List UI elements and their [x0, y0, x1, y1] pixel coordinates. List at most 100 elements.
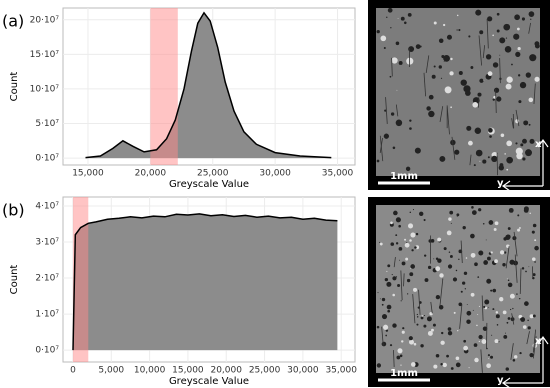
- pore: [414, 147, 421, 154]
- pore: [392, 276, 397, 281]
- pore: [401, 330, 405, 334]
- pore: [402, 327, 405, 330]
- x-tick-label: 35,000: [322, 169, 354, 179]
- pore: [386, 281, 392, 287]
- pore: [527, 319, 529, 322]
- pore: [406, 278, 411, 283]
- fibre: [418, 289, 421, 315]
- pore: [492, 288, 497, 293]
- pore: [440, 363, 443, 366]
- pore: [423, 324, 427, 328]
- pore: [383, 46, 386, 50]
- axis-arrows: [501, 138, 549, 192]
- pore: [500, 133, 505, 138]
- pore: [520, 143, 524, 147]
- pore: [390, 242, 395, 246]
- fibre: [519, 268, 522, 294]
- fibre: [412, 294, 416, 324]
- pore: [428, 110, 435, 118]
- pore: [490, 289, 493, 292]
- pore: [477, 92, 482, 97]
- x-tick-label: 30,000: [287, 366, 319, 376]
- pore: [491, 155, 498, 163]
- pore: [474, 262, 478, 267]
- y-tick-label: 0·10⁷: [35, 346, 59, 356]
- pore: [518, 74, 521, 77]
- pore: [496, 324, 499, 326]
- fibre: [481, 295, 484, 321]
- pore: [473, 343, 478, 347]
- x-tick-label: 25,000: [249, 366, 281, 376]
- pore: [499, 54, 501, 56]
- pore: [448, 251, 451, 253]
- pore: [426, 316, 432, 322]
- pore: [534, 41, 540, 47]
- pore: [465, 257, 468, 259]
- pore: [495, 311, 499, 314]
- fibre: [385, 97, 388, 124]
- pore: [379, 298, 381, 300]
- pore: [424, 254, 427, 257]
- fibre: [393, 256, 396, 268]
- pore: [506, 168, 509, 171]
- fibre: [439, 278, 444, 307]
- fibre: [446, 105, 450, 135]
- pore: [462, 281, 466, 285]
- fibre: [505, 246, 510, 269]
- pore: [397, 348, 403, 354]
- pore: [432, 323, 436, 327]
- pore: [397, 283, 401, 287]
- x-tick-label: 20,000: [135, 169, 167, 179]
- pore: [396, 89, 398, 91]
- fibre: [423, 72, 427, 97]
- highlight-band: [72, 197, 89, 362]
- pore: [437, 258, 442, 263]
- pore: [441, 54, 445, 59]
- x-tick-label: 30,000: [259, 169, 291, 179]
- pore: [507, 279, 510, 281]
- pore: [449, 210, 454, 215]
- pore: [466, 125, 472, 131]
- pore: [420, 344, 424, 348]
- pore: [514, 14, 520, 21]
- pore: [433, 65, 436, 68]
- pore: [515, 147, 523, 155]
- y-tick-label: 1·10⁷: [35, 310, 59, 320]
- pore: [483, 305, 486, 309]
- pore: [487, 156, 490, 159]
- pore: [525, 270, 527, 273]
- pore: [433, 21, 437, 25]
- pore: [449, 255, 453, 258]
- pore: [450, 57, 453, 61]
- pore: [427, 330, 433, 336]
- pore: [468, 140, 473, 146]
- pore: [493, 228, 497, 231]
- pore: [475, 9, 482, 16]
- x-axis-mark: x: [535, 139, 542, 150]
- pore: [410, 264, 416, 269]
- pore: [478, 340, 480, 343]
- pore: [463, 85, 471, 93]
- pore: [505, 234, 511, 240]
- pore: [498, 341, 500, 343]
- pore: [456, 215, 458, 217]
- fibre: [499, 58, 501, 84]
- y-tick-label: 10·10⁷: [30, 84, 60, 94]
- pore: [409, 211, 412, 214]
- pore: [444, 86, 452, 94]
- fibre: [379, 135, 384, 162]
- pore: [409, 272, 414, 277]
- pore: [463, 339, 467, 343]
- pore: [511, 63, 513, 66]
- pore: [487, 16, 493, 22]
- fibre: [391, 57, 393, 77]
- pore: [468, 35, 471, 38]
- image-texture: [376, 8, 540, 176]
- pore: [435, 266, 441, 272]
- pore: [381, 303, 384, 306]
- pore: [423, 314, 426, 317]
- pore: [455, 362, 461, 368]
- pore: [378, 241, 380, 243]
- pore: [522, 325, 527, 329]
